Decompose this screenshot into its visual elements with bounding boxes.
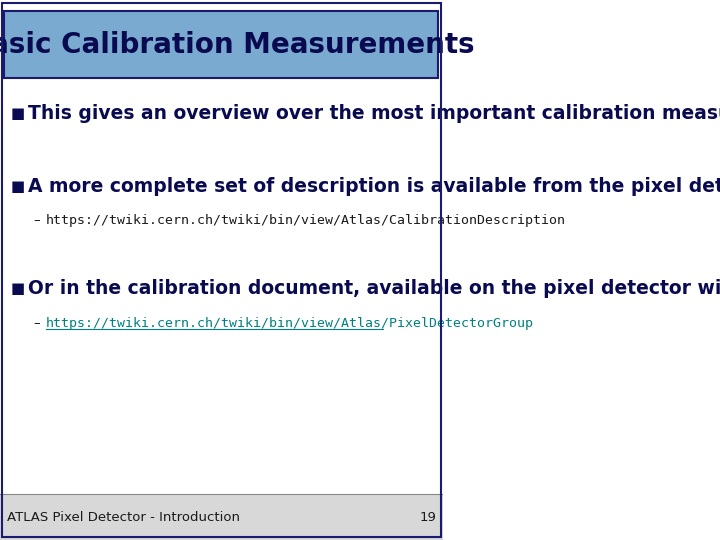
- Text: ■: ■: [11, 106, 25, 121]
- FancyBboxPatch shape: [0, 494, 443, 540]
- Text: ■: ■: [11, 179, 25, 194]
- Text: Basic Calibration Measurements: Basic Calibration Measurements: [0, 31, 474, 59]
- Text: –: –: [33, 318, 40, 330]
- Text: https://twiki.cern.ch/twiki/bin/view/Atlas/PixelDetectorGroup: https://twiki.cern.ch/twiki/bin/view/Atl…: [45, 318, 534, 330]
- Text: https://twiki.cern.ch/twiki/bin/view/Atlas/CalibrationDescription: https://twiki.cern.ch/twiki/bin/view/Atl…: [45, 214, 566, 227]
- Text: 19: 19: [419, 511, 436, 524]
- Text: ■: ■: [11, 281, 25, 296]
- Text: Or in the calibration document, available on the pixel detector wiki: Or in the calibration document, availabl…: [28, 279, 720, 299]
- Text: A more complete set of description is available from the pixel detector wiki: A more complete set of description is av…: [28, 177, 720, 196]
- Text: –: –: [33, 214, 40, 227]
- FancyBboxPatch shape: [4, 11, 438, 78]
- Text: This gives an overview over the most important calibration measurements.: This gives an overview over the most imp…: [28, 104, 720, 123]
- Text: ATLAS Pixel Detector - Introduction: ATLAS Pixel Detector - Introduction: [6, 511, 240, 524]
